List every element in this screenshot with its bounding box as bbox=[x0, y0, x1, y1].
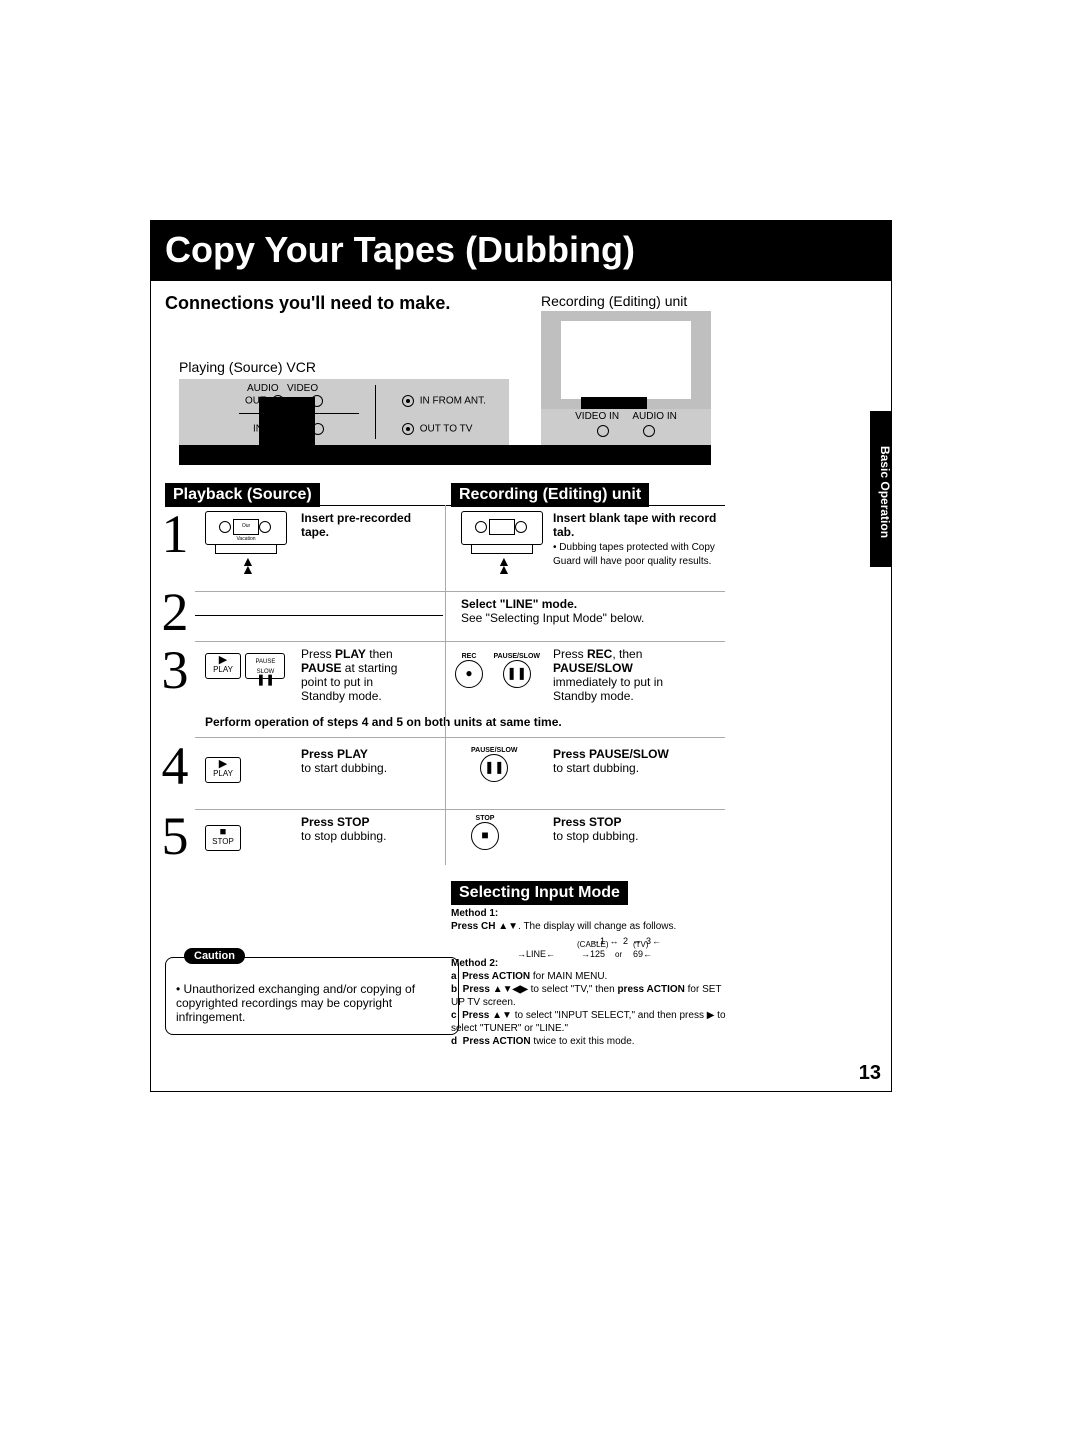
play-pause-buttons: ▶PLAY PAUSESLOW❚❚ bbox=[205, 653, 285, 679]
section-side-tab: Basic Operation bbox=[870, 411, 892, 567]
audio-in-jack bbox=[643, 425, 655, 437]
source-vcr-graphic: AUDIO VIDEO OUT IN IN FROM ANT. OUT TO T… bbox=[179, 379, 509, 445]
step4-right: Press PAUSE/SLOWto start dubbing. bbox=[553, 747, 723, 775]
recording-panel-graphic: VIDEO IN AUDIO IN bbox=[541, 409, 711, 445]
step4-left: Press PLAYto start dubbing. bbox=[301, 747, 441, 775]
play-button-s4: ▶PLAY bbox=[205, 757, 241, 783]
connections-heading: Connections you'll need to make. bbox=[165, 293, 450, 314]
title-text: Copy Your Tapes (Dubbing) bbox=[165, 229, 635, 270]
cable-drop-left bbox=[259, 397, 315, 445]
source-vcr-label: Playing (Source) VCR bbox=[179, 359, 316, 375]
step1-right: Insert blank tape with record tab. • Dub… bbox=[553, 511, 723, 569]
perform-both-note: Perform operation of steps 4 and 5 on bo… bbox=[205, 715, 725, 729]
cassette-right-icon: ▲▲ bbox=[461, 511, 541, 560]
step-4-number: 4 bbox=[157, 735, 193, 797]
page-title: Copy Your Tapes (Dubbing) bbox=[151, 221, 891, 281]
step-2-number: 2 bbox=[157, 581, 193, 643]
video-in-jack bbox=[597, 425, 609, 437]
step3-left: Press PLAY then PAUSE at starting point … bbox=[301, 647, 441, 703]
cassette-left-icon: Our Vacation▲▲ bbox=[205, 511, 285, 560]
recording-column-header: Recording (Editing) unit bbox=[451, 483, 649, 507]
step-1-number: 1 bbox=[157, 503, 193, 565]
recording-unit-label: Recording (Editing) unit bbox=[541, 293, 687, 309]
pauseslow-button-icon: ❚❚ bbox=[480, 754, 508, 782]
caution-label: Caution bbox=[184, 948, 245, 964]
cable-bar bbox=[179, 445, 711, 465]
pauseslow-s4: PAUSE/SLOW ❚❚ bbox=[471, 747, 518, 782]
audio-video-labels: AUDIO VIDEO bbox=[247, 383, 318, 394]
antenna-in-jack bbox=[402, 395, 414, 407]
step5-left: Press STOPto stop dubbing. bbox=[301, 815, 441, 843]
stop-button-icon: ■STOP bbox=[205, 825, 241, 851]
method2: Method 2: a Press ACTION for MAIN MENU. … bbox=[451, 957, 731, 1048]
step1-left-text: Insert pre-recorded tape. bbox=[301, 511, 431, 539]
stop-button-icon: ■ bbox=[471, 822, 499, 850]
step-5-number: 5 bbox=[157, 805, 193, 867]
stop-s5r: STOP ■ bbox=[471, 815, 499, 850]
play-button-icon: ▶PLAY bbox=[205, 757, 241, 783]
page-number: 13 bbox=[859, 1062, 881, 1085]
tv-screen bbox=[561, 321, 691, 399]
cable-drop-right bbox=[581, 397, 647, 409]
step3-right: Press REC, then PAUSE/SLOW immediately t… bbox=[553, 647, 723, 703]
step-3-number: 3 bbox=[157, 639, 193, 701]
step2-right: Select "LINE" mode. See "Selecting Input… bbox=[461, 597, 721, 625]
pauseslow-button-icon: ❚❚ bbox=[503, 660, 531, 688]
play-button-icon: ▶PLAY bbox=[205, 653, 241, 679]
antenna-out-jack bbox=[402, 423, 414, 435]
method1: Method 1: Press CH ▲▼. Press CH ▲▼. The … bbox=[451, 907, 731, 962]
stop-button-s5l: ■STOP bbox=[205, 825, 241, 851]
caution-box: Caution • Unauthorized exchanging and/or… bbox=[165, 957, 459, 1035]
selecting-input-header: Selecting Input Mode bbox=[451, 881, 628, 905]
pause-slow-button-icon: PAUSESLOW❚❚ bbox=[245, 653, 285, 679]
rec-button-icon: ● bbox=[455, 660, 483, 688]
column-divider bbox=[445, 505, 446, 865]
step5-right: Press STOPto stop dubbing. bbox=[553, 815, 723, 843]
manual-page: Copy Your Tapes (Dubbing) Connections yo… bbox=[150, 220, 892, 1092]
rec-pause-icons: REC ● PAUSE/SLOW ❚❚ bbox=[455, 653, 540, 688]
